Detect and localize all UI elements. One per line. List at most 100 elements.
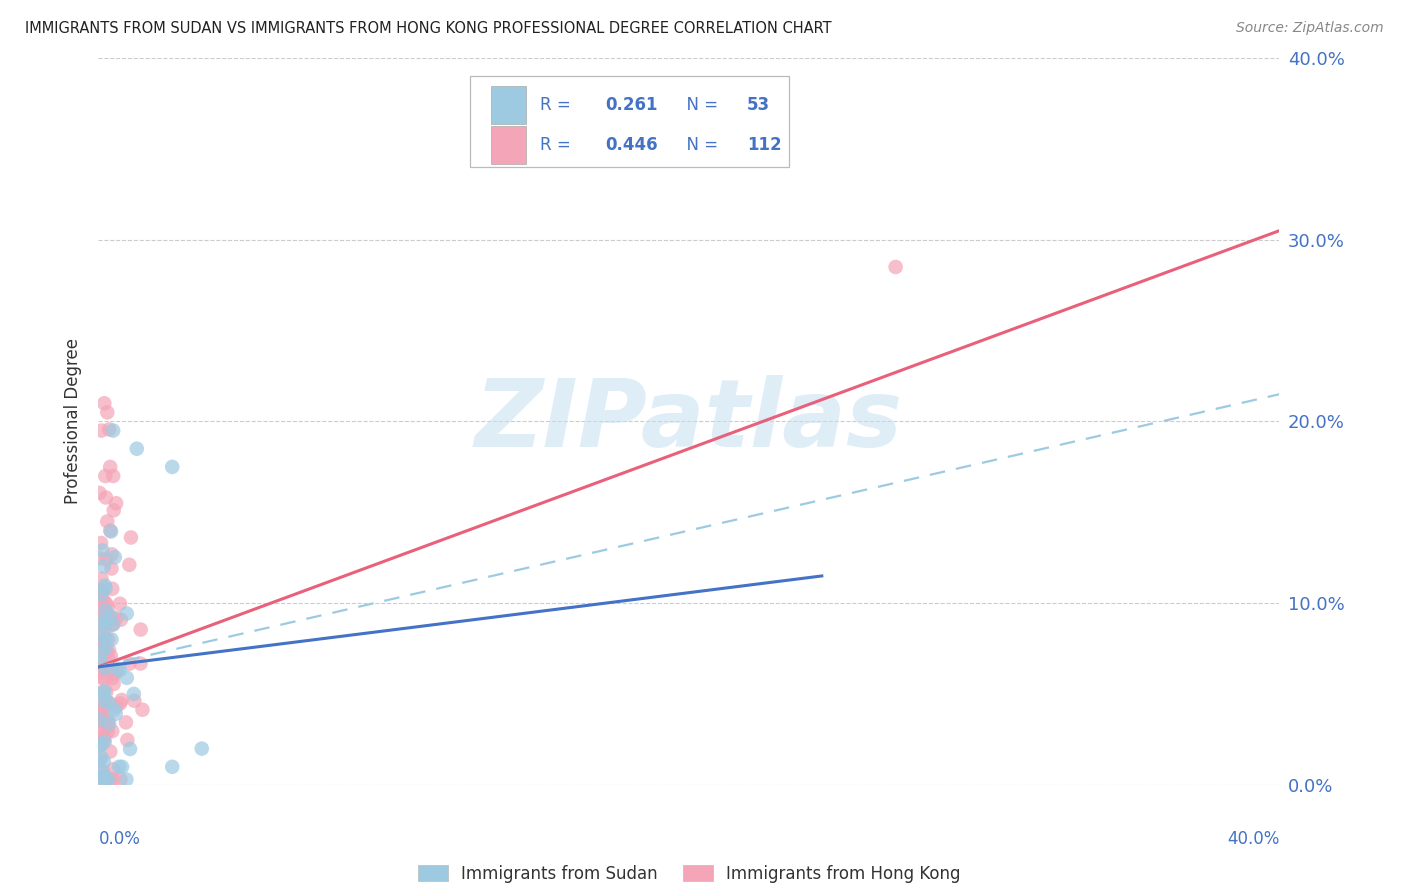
- Point: [96, 772, 118, 787]
- Point: [105, 496, 128, 510]
- Point: [118, 742, 141, 756]
- Point: [97, 695, 120, 709]
- Point: [93, 686, 115, 700]
- Point: [103, 702, 125, 716]
- Point: [90, 536, 112, 550]
- Point: [100, 632, 122, 647]
- Point: [97, 696, 120, 710]
- Point: [98, 643, 121, 657]
- Point: [90, 710, 112, 724]
- Point: [98, 609, 121, 624]
- Point: [97, 651, 120, 665]
- Point: [884, 260, 907, 274]
- Point: [93, 594, 115, 608]
- Point: [90, 707, 112, 722]
- Point: [94, 770, 117, 784]
- Point: [96, 515, 118, 529]
- Point: [97, 632, 120, 647]
- Point: [94, 693, 117, 707]
- Point: [90, 738, 112, 752]
- Point: [89, 551, 111, 566]
- Point: [103, 665, 125, 679]
- Point: [93, 769, 115, 783]
- Point: [124, 694, 146, 708]
- Point: [101, 617, 124, 632]
- Point: [91, 703, 114, 717]
- Point: [90, 750, 112, 764]
- Point: [90, 769, 112, 783]
- Point: [91, 587, 114, 601]
- Legend: Immigrants from Sudan, Immigrants from Hong Kong: Immigrants from Sudan, Immigrants from H…: [411, 858, 967, 889]
- Point: [90, 662, 112, 676]
- Point: [91, 657, 114, 672]
- Point: [105, 611, 128, 625]
- Point: [89, 772, 111, 787]
- Point: [96, 552, 118, 566]
- Point: [93, 714, 115, 729]
- Point: [90, 651, 112, 665]
- Point: [94, 582, 117, 596]
- Point: [90, 616, 112, 631]
- Point: [91, 583, 114, 598]
- Point: [94, 596, 117, 610]
- Text: 0.0%: 0.0%: [98, 830, 141, 847]
- Point: [89, 665, 111, 680]
- Point: [91, 543, 114, 558]
- Point: [100, 617, 122, 632]
- Point: [129, 657, 152, 671]
- Point: [91, 671, 114, 685]
- Point: [97, 772, 120, 787]
- Point: [110, 772, 132, 787]
- Point: [90, 723, 112, 737]
- Point: [93, 755, 115, 769]
- Point: [100, 648, 122, 663]
- Point: [94, 632, 117, 647]
- Point: [120, 531, 142, 545]
- Point: [87, 706, 110, 720]
- Point: [90, 697, 112, 711]
- Point: [94, 630, 117, 644]
- Point: [110, 697, 132, 711]
- Point: [89, 486, 111, 500]
- Point: [91, 645, 114, 659]
- Point: [94, 640, 117, 655]
- Point: [103, 424, 125, 438]
- Point: [89, 596, 111, 610]
- Point: [117, 733, 139, 747]
- Point: [94, 772, 117, 787]
- Point: [91, 583, 114, 598]
- Point: [97, 713, 120, 727]
- Point: [129, 623, 152, 637]
- Point: [90, 737, 112, 751]
- Text: R =: R =: [540, 95, 576, 114]
- Point: [87, 686, 110, 700]
- Point: [94, 620, 117, 634]
- Point: [89, 712, 111, 726]
- Point: [89, 723, 111, 737]
- Point: [94, 603, 117, 617]
- Point: [94, 661, 117, 675]
- Point: [93, 735, 115, 749]
- Point: [103, 772, 125, 787]
- Point: [96, 719, 118, 733]
- Point: [125, 442, 148, 456]
- Point: [101, 582, 124, 596]
- Point: [87, 778, 110, 792]
- Point: [162, 760, 183, 774]
- Point: [100, 524, 122, 539]
- Point: [91, 764, 114, 779]
- Point: [191, 741, 214, 756]
- Point: [96, 405, 118, 419]
- Point: [94, 491, 117, 505]
- Point: [98, 422, 121, 436]
- Point: [91, 627, 114, 641]
- Point: [90, 764, 112, 778]
- Point: [93, 731, 115, 745]
- Point: [96, 616, 118, 631]
- Point: [97, 716, 120, 731]
- Point: [100, 547, 122, 561]
- Point: [94, 644, 117, 658]
- Point: [90, 424, 112, 438]
- Text: N =: N =: [676, 136, 723, 154]
- Point: [91, 704, 114, 718]
